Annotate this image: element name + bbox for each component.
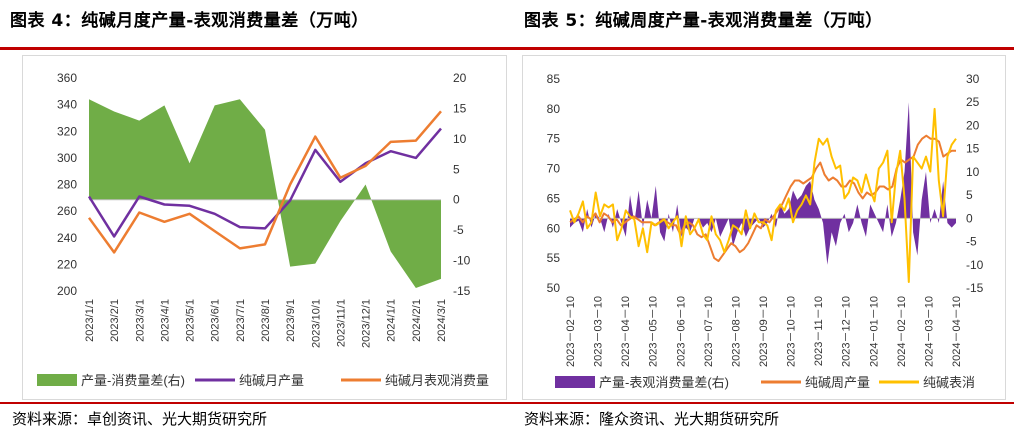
y-left-tick-label: 70 [547,162,561,176]
x-tick-label: 2023－08－10 [730,296,742,367]
y-right-tick-label: -5 [453,223,464,237]
x-tick-label: 2023/3/1 [134,299,146,342]
y-right-tick-label: 15 [966,142,980,156]
x-tick-label: 2023－10－10 [786,296,798,367]
line-series-7030a0 [87,127,442,238]
y-right-tick-label: 30 [966,72,980,86]
y-right-tick-label: -10 [966,258,984,272]
x-tick-label: 2023/4/1 [159,299,171,342]
y-right-tick-label: -5 [966,235,977,249]
y-left-tick-label: 280 [57,178,77,192]
legend-swatch-area [555,376,595,388]
right-source-note: 资料来源：隆众资讯、光大期货研究所 [524,410,780,428]
x-tick-label: 2023－03－10 [593,296,605,367]
left-chart-panel: 200 220 240 260 280 300 320 340 360 -15 -10 -5 0 5 10 1… [22,55,507,400]
y-left-tick-label: 220 [57,257,77,271]
x-tick-label: 2024－01－10 [868,296,880,367]
y-right-tick-label: 0 [453,193,460,207]
x-tick-label: 2023－12－10 [841,296,853,367]
y-right-tick-label: 5 [453,162,460,176]
y-right-tick-label: 10 [453,132,467,146]
legend-label: 纯碱周产量 [805,375,870,390]
x-tick-label: 2023/10/1 [310,299,322,348]
x-tick-label: 2023/1/1 [84,299,96,342]
legend-label: 产量-表观消费量差(右) [599,375,729,390]
y-right-tick-label: -15 [966,281,984,295]
right-figure-title: 图表 5：纯碱周度产量-表观消费量差（万吨） [524,11,883,31]
x-tick-label: 2023/11/1 [335,299,347,347]
y-right-tick-label: 20 [966,118,980,132]
y-right-tick-label: 25 [966,95,980,109]
y-left-tick-label: 200 [57,284,77,298]
y-left-tick-label: 55 [547,251,561,265]
y-left-tick-label: 320 [57,124,77,138]
y-right-tick-label: 10 [966,165,980,179]
left-source-note: 资料来源：卓创资讯、光大期货研究所 [12,410,268,428]
left-chart: 200 220 240 260 280 300 320 340 360 -15 -10 -5 0 5 10 1… [37,71,489,388]
x-tick-label: 2023－04－10 [620,296,632,367]
y-left-tick-label: 50 [547,281,561,295]
x-tick-label: 2023－05－10 [648,296,660,367]
legend-label: 纯碱月产量 [239,373,304,388]
x-tick-label: 2023/9/1 [285,299,297,342]
left-figure-title: 图表 4：纯碱月度产量-表观消费量差（万吨） [10,11,369,31]
area-series-fill [89,99,441,288]
right-chart: 50 55 60 65 70 75 80 85 -15 -10 -5 0 5 10 15 20 25 30 2023… [547,72,984,390]
y-right-tick-label: 0 [966,211,973,225]
y-right-tick-label: 5 [966,188,973,202]
y-left-tick-label: 80 [547,102,561,116]
y-left-tick-label: 65 [547,191,561,205]
y-right-tick-label: 15 [453,101,467,115]
x-tick-label: 2023/7/1 [235,299,247,342]
area-series-fill [570,102,956,265]
y-right-tick-label: -15 [453,284,471,298]
legend-label: 纯碱表消 [923,375,975,390]
x-tick-label: 2024/2/1 [411,299,423,342]
top-red-rule [0,47,1014,50]
legend-label: 产量-消费量差(右) [81,373,185,388]
x-tick-label: 2023－02－10 [565,296,577,367]
x-tick-label: 2024－03－10 [923,296,935,367]
y-right-tick-label: -10 [453,254,471,268]
x-tick-label: 2023/12/1 [361,299,373,348]
x-tick-label: 2024/3/1 [436,299,448,342]
line-series-ed7d31 [569,134,956,263]
legend-label: 纯碱月表观消费量 [385,373,489,388]
bottom-red-rule [0,402,1014,404]
y-left-tick-label: 340 [57,98,77,112]
x-tick-label: 2023－09－10 [758,296,770,367]
legend-swatch-area [37,374,77,386]
x-tick-label: 2023/8/1 [260,299,272,342]
y-right-tick-label: 20 [453,71,467,85]
x-tick-label: 2024－04－10 [951,296,963,367]
x-tick-label: 2023－07－10 [703,296,715,367]
y-left-tick-label: 60 [547,221,561,235]
y-left-tick-label: 360 [57,71,77,85]
y-left-tick-label: 75 [547,132,561,146]
x-tick-label: 2023/6/1 [210,299,222,342]
line-series-ffc000 [569,107,957,283]
x-tick-label: 2023－06－10 [675,296,687,367]
y-left-tick-label: 240 [57,231,77,245]
x-tick-label: 2024－02－10 [896,296,908,367]
x-tick-label: 2024/1/1 [386,299,398,342]
y-left-tick-label: 85 [547,72,561,86]
x-tick-label: 2023/5/1 [185,299,197,342]
line-series-ed7d31 [87,110,442,254]
x-tick-label: 2023/2/1 [109,299,121,342]
x-tick-label: 2023－11－10 [813,296,825,366]
y-left-tick-label: 260 [57,204,77,218]
right-chart-panel: 50 55 60 65 70 75 80 85 -15 -10 -5 0 5 10 15 20 25 30 2023… [522,55,1006,400]
y-left-tick-label: 300 [57,151,77,165]
